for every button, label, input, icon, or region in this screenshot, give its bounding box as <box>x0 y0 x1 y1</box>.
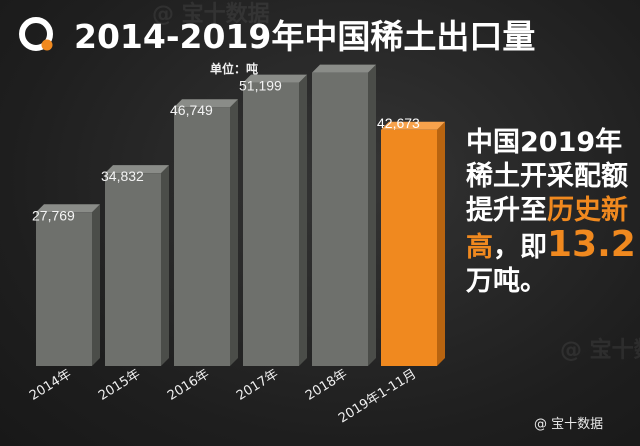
bar <box>105 173 161 366</box>
bar-side <box>368 64 376 366</box>
bar <box>36 212 92 366</box>
watermark: @ 宝十数据 <box>560 338 640 363</box>
data-label: 46,749 <box>170 102 213 118</box>
data-label: 51,199 <box>239 78 282 94</box>
bar-side <box>437 121 445 366</box>
bar <box>174 107 230 367</box>
bar-side <box>299 74 307 366</box>
bar <box>243 82 299 366</box>
bar-top <box>312 64 376 73</box>
bar <box>381 129 437 366</box>
callout-part-5: 万吨。 <box>466 266 547 297</box>
footer-brand: @ 宝十数据 <box>534 417 604 432</box>
callout-number: 13.2 <box>547 224 636 265</box>
callout-highlight: 历史新高 <box>466 195 628 263</box>
tick-label: 2016年 <box>165 367 212 404</box>
callout-part-1: 中国2019年稀土开采配额提升至 <box>466 127 628 226</box>
unit-label: 单位：吨 <box>210 62 259 76</box>
watermark: @ 宝十数据 <box>152 2 270 27</box>
bar-side <box>230 99 238 367</box>
tick-label: 2017年 <box>234 367 281 404</box>
bar-top <box>381 121 445 130</box>
brand-logo-icon <box>19 17 53 51</box>
bar-top <box>174 99 238 108</box>
bar-side <box>161 165 169 366</box>
tick-label: 2014年 <box>27 367 74 404</box>
bar-top <box>243 74 307 83</box>
bar-side <box>92 204 100 366</box>
page-title: 2014-2019年中国稀土出口量 <box>74 17 536 56</box>
bar <box>312 72 368 366</box>
tick-label: 2018年 <box>303 367 350 404</box>
data-label: 42,673 <box>377 115 420 131</box>
bar-top <box>105 165 169 174</box>
data-label: 27,769 <box>32 207 75 223</box>
callout-text: 中国2019年稀土开采配额提升至历史新高，即13.2 万吨。 <box>466 126 636 299</box>
tick-label: 2019年1-11月 <box>336 367 419 427</box>
data-label: 34,832 <box>101 168 144 184</box>
bar-top <box>36 204 100 213</box>
tick-label: 2015年 <box>96 367 143 404</box>
callout-part-3: ，即 <box>493 232 547 263</box>
